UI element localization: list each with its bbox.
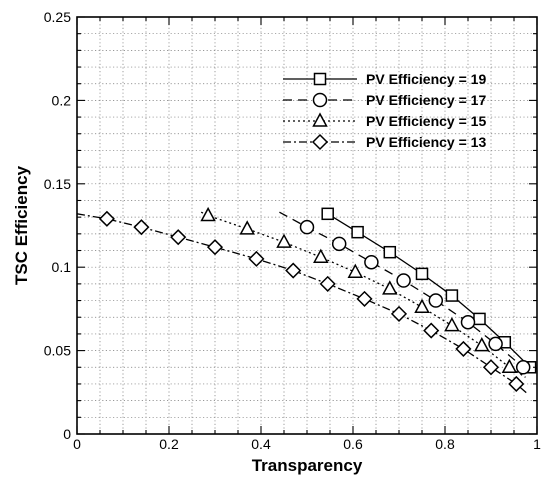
- legend-item: PV Efficiency = 17: [283, 92, 486, 108]
- legend-label: PV Efficiency = 17: [366, 92, 486, 108]
- x-tick-label: 1: [533, 436, 541, 452]
- legend-label: PV Efficiency = 19: [366, 71, 486, 87]
- data-point-circle: [515, 360, 531, 375]
- data-point-diamond: [285, 262, 302, 279]
- y-tick-label: 0.1: [52, 259, 72, 275]
- legend-item: PV Efficiency = 15: [283, 112, 486, 129]
- data-point-diamond: [170, 229, 187, 246]
- series-line-circle: [279, 211, 533, 372]
- legend-label: PV Efficiency = 15: [366, 113, 486, 129]
- data-point-circle: [460, 314, 476, 330]
- data-point-diamond: [319, 275, 336, 292]
- x-tick-label: 0.8: [435, 436, 455, 452]
- data-point-diamond: [356, 290, 373, 307]
- data-point-diamond: [482, 359, 500, 376]
- data-point-triangle: [474, 337, 490, 352]
- data-point-triangle: [414, 298, 430, 313]
- data-point-triangle: [200, 206, 216, 222]
- data-point-diamond: [455, 340, 472, 357]
- y-tick-label: 0.25: [44, 9, 71, 25]
- data-point-diamond: [390, 305, 408, 322]
- data-point-diamond: [423, 322, 440, 339]
- series-line-diamond: [77, 213, 529, 395]
- data-point-square: [383, 245, 397, 259]
- legend-item: PV Efficiency = 13: [283, 133, 486, 151]
- series-circle: [279, 211, 533, 375]
- data-point-circle: [299, 219, 315, 235]
- data-point-square: [415, 267, 429, 281]
- x-tick-label: 0.6: [343, 436, 363, 452]
- data-point-square: [351, 225, 364, 239]
- y-tick-label: 0.15: [44, 176, 71, 192]
- x-tick-label: 0.2: [159, 436, 179, 452]
- legend-marker-diamond: [311, 133, 329, 151]
- data-point-diamond: [206, 239, 224, 256]
- data-point-triangle: [239, 220, 255, 235]
- y-tick-label: 0.05: [44, 343, 71, 359]
- series-line-square: [322, 211, 537, 370]
- data-point-circle: [428, 293, 444, 308]
- data-point-triangle: [382, 280, 398, 295]
- series-triangle: [200, 206, 526, 378]
- series-layer: [77, 206, 537, 395]
- series-diamond: [77, 210, 529, 395]
- legend-marker-circle: [312, 92, 328, 108]
- legend-item: PV Efficiency = 19: [283, 71, 486, 87]
- data-point-square: [445, 289, 459, 302]
- data-point-square: [321, 207, 334, 221]
- data-point-diamond: [133, 219, 150, 236]
- data-point-diamond: [248, 250, 265, 267]
- data-point-diamond: [98, 210, 115, 227]
- series-square: [321, 207, 537, 374]
- data-point-circle: [488, 336, 503, 352]
- x-tick-label: 0: [73, 436, 81, 452]
- axis-ticks: 0 0.2 0.4 0.6 0.8 1 0 0.05 0.1 0.15 0.2 0.25: [44, 9, 541, 452]
- data-point-triangle: [444, 317, 460, 332]
- data-point-triangle: [276, 233, 292, 248]
- legend-marker-triangle: [312, 112, 328, 127]
- legend: PV Efficiency = 19 PV Efficiency = 17 PV E…: [283, 71, 486, 151]
- grid: [77, 17, 537, 434]
- y-axis-title: TSC Efficiency: [12, 165, 31, 285]
- x-axis-title: Transparency: [252, 456, 363, 475]
- x-tick-label: 0.4: [251, 436, 271, 452]
- legend-marker-square: [313, 72, 327, 86]
- data-point-triangle: [313, 248, 329, 263]
- data-point-triangle: [347, 263, 364, 278]
- data-point-square: [473, 312, 486, 326]
- y-tick-label: 0: [63, 426, 71, 442]
- data-point-circle: [331, 236, 347, 252]
- data-point-circle: [396, 273, 411, 288]
- data-point-circle: [364, 254, 379, 270]
- y-tick-label: 0.2: [52, 92, 72, 108]
- data-point-triangle: [501, 358, 518, 374]
- data-point-diamond: [508, 375, 525, 393]
- legend-label: PV Efficiency = 13: [366, 134, 486, 150]
